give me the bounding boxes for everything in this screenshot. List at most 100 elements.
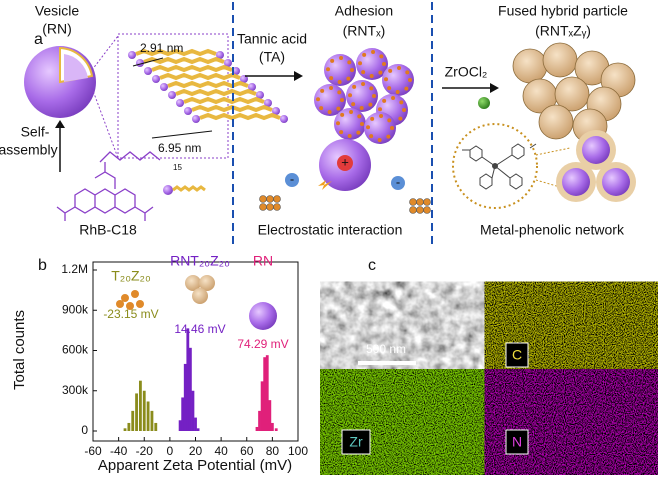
- ta-dot: [398, 116, 403, 121]
- bar: [135, 393, 138, 431]
- map-label: N: [512, 434, 522, 450]
- mpn-structure: [462, 143, 537, 190]
- ta-unit: [266, 195, 274, 203]
- ta-dot: [316, 97, 321, 102]
- ta-unit: [409, 198, 417, 206]
- bar: [274, 428, 278, 431]
- dimension-arrow: [132, 57, 164, 67]
- charge-label: -: [290, 171, 294, 186]
- ta-dot: [402, 108, 406, 112]
- lipid-tail: [199, 112, 281, 121]
- ta-unit: [266, 203, 274, 211]
- ta-dot: [388, 68, 393, 73]
- ta-dot: [390, 126, 394, 130]
- x-tick-label: 100: [288, 444, 308, 458]
- ta-dot: [347, 60, 352, 65]
- fused-particle: [512, 48, 548, 84]
- step-label: assembly: [0, 142, 58, 158]
- subtitle: (RNTₓ): [343, 23, 386, 39]
- ta-dot: [327, 109, 332, 114]
- ta-dot: [351, 102, 356, 107]
- bar: [255, 426, 259, 431]
- ta-dot: [349, 110, 354, 115]
- bar: [188, 347, 192, 431]
- ta-dot: [350, 68, 354, 72]
- ta-dot: [337, 79, 342, 84]
- ta-dot: [357, 114, 362, 119]
- icon: [199, 275, 215, 291]
- bar: [260, 381, 264, 431]
- ta-dot: [358, 61, 363, 66]
- ta-dot: [326, 67, 331, 72]
- icon: [131, 290, 139, 298]
- ta-dot: [399, 100, 404, 105]
- ta-dot: [340, 112, 345, 117]
- ta-unit: [259, 195, 267, 203]
- lipid-head: [272, 107, 280, 115]
- zoom-box: [117, 33, 229, 159]
- ta-dot: [379, 54, 384, 59]
- icons: [116, 275, 277, 330]
- fused-particle: [542, 42, 578, 78]
- ta-dot: [395, 89, 400, 94]
- ta-dot: [404, 86, 409, 91]
- ta-dot: [320, 88, 325, 93]
- lipid-head: [176, 99, 184, 107]
- ta-dot: [362, 52, 367, 57]
- ta-dot: [386, 134, 391, 139]
- icon: [185, 275, 201, 291]
- reagent: (TA): [259, 49, 285, 65]
- x-tick-label: 60: [240, 444, 254, 458]
- vesicle: [24, 46, 96, 118]
- ta-dot: [371, 50, 376, 55]
- subscript: 15: [173, 163, 182, 172]
- ta-dot: [319, 106, 324, 111]
- series-annotation: 14.46 mV: [174, 322, 225, 336]
- lipid-head: [192, 115, 200, 123]
- bar: [265, 355, 269, 431]
- panel-label: b: [38, 257, 47, 274]
- series-name: T₂₀Z₂₀: [111, 268, 151, 284]
- ta-dot: [387, 86, 392, 91]
- step-label: Self-: [21, 124, 50, 140]
- ta-unit: [273, 195, 281, 203]
- ta-dot: [339, 130, 344, 135]
- lipid-head: [264, 99, 272, 107]
- charge: [285, 173, 299, 187]
- bar: [146, 401, 150, 431]
- ta-dot: [408, 78, 412, 82]
- lipid-tail: [167, 80, 249, 89]
- ta-dot: [368, 102, 373, 107]
- y-tick-label: 900k: [62, 302, 89, 316]
- ta-dot: [377, 137, 382, 142]
- icon: [192, 288, 208, 304]
- ta-dot: [369, 134, 374, 139]
- bar: [127, 422, 131, 431]
- ta-dot: [391, 96, 396, 101]
- ta-dot: [329, 76, 334, 81]
- molecule-structure: [56, 151, 161, 221]
- ta-dot: [379, 114, 384, 119]
- zr-center: [492, 163, 498, 169]
- ta-unit: [259, 203, 267, 211]
- x-tick-label: 40: [214, 444, 228, 458]
- charge-label: +: [341, 154, 349, 169]
- bar: [138, 380, 142, 431]
- charge: [337, 155, 353, 171]
- ta-unit: [409, 206, 417, 214]
- ta-dot: [361, 82, 366, 87]
- ta-dot: [366, 125, 371, 130]
- ta-dot: [340, 98, 344, 102]
- ta-dot: [336, 106, 341, 111]
- scale-bar-label: 500 nm: [366, 342, 406, 356]
- lipid-tail: [183, 96, 265, 105]
- bar: [270, 422, 274, 431]
- scale-bar: [358, 361, 416, 365]
- x-tick-label: -40: [110, 444, 128, 458]
- zeta-chart: b Apparent Zeta Potential (mV) Total cou…: [11, 253, 308, 474]
- ta-dot: [352, 84, 357, 89]
- fused-cluster: [512, 42, 636, 144]
- lipid-head: [256, 91, 264, 99]
- sem-image: [336, 290, 496, 374]
- ta-dot: [405, 70, 410, 75]
